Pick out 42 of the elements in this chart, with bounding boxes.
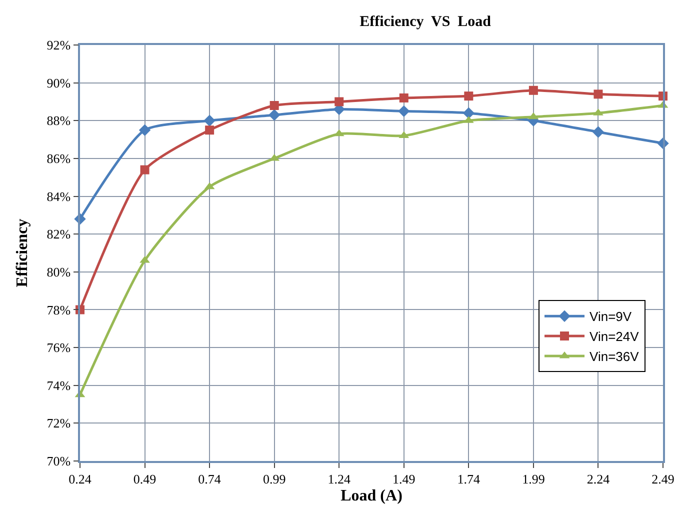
point (334, 97, 344, 106)
point (268, 109, 280, 121)
x-tick-label: 2.49 (652, 471, 674, 486)
point (592, 126, 604, 138)
point (205, 126, 214, 135)
x-tick-label: 1.74 (457, 471, 481, 486)
y-tick-label: 76% (46, 340, 71, 356)
x-tick-label: 1.49 (392, 471, 416, 486)
point (140, 165, 150, 174)
y-tick-label: 88% (46, 113, 71, 128)
legend-label: Vin=9V (590, 309, 632, 324)
x-tick-label: 2.24 (586, 471, 610, 486)
point (462, 107, 475, 119)
point (399, 93, 408, 102)
legend-label: Vin=24V (590, 329, 640, 344)
point (398, 105, 410, 118)
point (594, 90, 603, 99)
x-tick-label: 1.99 (522, 471, 545, 486)
y-tick-label: 92% (46, 38, 71, 53)
x-tick-label: 1.24 (328, 471, 351, 486)
y-tick-label: 82% (46, 226, 71, 242)
point (270, 101, 279, 110)
x-tick-label: 0.24 (68, 471, 92, 486)
x-tick-label: 0.99 (262, 471, 286, 486)
y-tick-label: 84% (46, 188, 71, 204)
y-tick-label: 74% (46, 378, 71, 393)
point (464, 92, 474, 101)
y-tick-label: 70% (46, 454, 71, 469)
point (138, 124, 151, 136)
y-tick-label: 78% (46, 302, 71, 318)
chart-title: Efficiency VS Load (360, 14, 492, 30)
y-tick-label: 72% (46, 416, 71, 431)
x-tick-label: 0.49 (133, 471, 156, 486)
point (204, 114, 216, 126)
x-tick-label: 0.74 (198, 471, 222, 486)
y-tick-label: 80% (46, 264, 71, 280)
y-tick-label: 90% (46, 75, 71, 90)
point (528, 86, 538, 95)
y-axis-title: Efficiency (14, 218, 32, 288)
legend-label: Vin=36V (590, 349, 640, 364)
x-axis-title: Load (A) (340, 488, 402, 505)
y-tick-label: 86% (46, 151, 71, 166)
